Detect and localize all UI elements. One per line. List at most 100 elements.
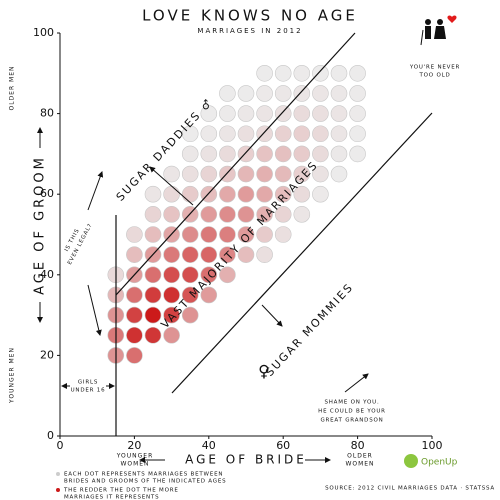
arrow [87, 284, 102, 336]
dot [256, 125, 273, 143]
dot [293, 145, 311, 163]
older-men: OLDER MEN [9, 65, 16, 110]
dot [312, 65, 329, 82]
shame-note: HE COULD BE YOUR [318, 409, 386, 415]
arrow [149, 166, 194, 206]
dot [349, 145, 366, 163]
dot [144, 226, 162, 243]
dot [293, 185, 311, 203]
older-women: OLDER [347, 453, 373, 460]
dot [312, 105, 329, 122]
dot [330, 125, 348, 143]
dot [219, 246, 236, 263]
logo: OpenUp [421, 458, 458, 468]
dot [256, 226, 273, 243]
dot [219, 85, 236, 102]
y-tick-label: 80 [40, 107, 54, 120]
majority: VAST MAJORITY OF MARRIAGES [158, 158, 320, 331]
dot [312, 185, 329, 203]
y-tick-label: 0 [47, 429, 54, 442]
y-tick-label: 40 [40, 268, 54, 281]
older-women: WOMEN [345, 461, 374, 468]
shame-note: GREAT GRANDSON [320, 418, 383, 424]
dot [274, 185, 292, 203]
dot [274, 226, 292, 243]
dot [330, 105, 348, 122]
dot [312, 145, 329, 163]
y-axis-label: AGE OF GROOM [33, 155, 48, 295]
dot [219, 105, 236, 122]
dot [200, 105, 218, 122]
dot [293, 105, 311, 122]
x-tick-label: 100 [422, 439, 443, 452]
shame-note: SHAME ON YOU. [324, 400, 379, 406]
dot [330, 85, 348, 102]
dot [219, 206, 236, 223]
dot [256, 65, 273, 82]
female-symbol: ♀ [258, 362, 270, 381]
dot [181, 286, 199, 304]
dot [256, 145, 273, 163]
dot [274, 125, 292, 143]
dot [219, 125, 236, 143]
dot [200, 206, 218, 223]
dot [144, 206, 162, 223]
dot [163, 286, 180, 304]
dot [237, 125, 255, 143]
legend-dot [56, 472, 60, 476]
dot [200, 125, 218, 143]
sugar-daddies: SUGAR DADDIES ♂ [114, 96, 216, 204]
dot [256, 165, 273, 183]
dot [330, 145, 348, 163]
dot [274, 105, 292, 122]
dot [256, 185, 273, 203]
dot [312, 85, 329, 102]
dot [293, 65, 311, 82]
dot [237, 206, 255, 223]
x-tick-label: 80 [351, 439, 365, 452]
dot [200, 286, 218, 304]
dot [237, 165, 255, 183]
dot [237, 145, 255, 163]
dot [349, 105, 366, 122]
legend-note: BRIDES AND GROOMS OF THE INDICATED AGES [64, 479, 226, 485]
younger-women: WOMEN [120, 461, 149, 468]
dot [330, 65, 348, 82]
dot [181, 246, 199, 263]
dot [274, 145, 292, 163]
dot [200, 226, 218, 243]
dot [163, 165, 180, 183]
legend-dot [56, 488, 60, 492]
x-tick-label: 20 [127, 439, 141, 452]
dot [163, 306, 180, 324]
dot [219, 145, 236, 163]
dot [181, 266, 199, 284]
dot [237, 185, 255, 203]
dot [181, 185, 199, 203]
dot [274, 65, 292, 82]
dot [181, 145, 199, 163]
dot [293, 85, 311, 102]
dot [126, 246, 143, 263]
lower-guide [171, 112, 433, 394]
dot [237, 226, 255, 243]
dot [200, 165, 218, 183]
younger-men: YOUNGER MEN [9, 347, 16, 404]
couple-icon [420, 15, 457, 46]
dot [163, 326, 180, 344]
dot [163, 185, 180, 203]
dot [126, 306, 143, 324]
x-tick-label: 0 [57, 439, 64, 452]
dot [349, 125, 366, 143]
dot [237, 85, 255, 102]
x-axis-label: AGE OF BRIDE [185, 453, 307, 467]
dot [200, 246, 218, 263]
dot [200, 145, 218, 163]
dot [144, 306, 162, 324]
dot [126, 226, 143, 243]
x-tick-label: 60 [276, 439, 290, 452]
legend-note: THE REDDER THE DOT THE MORE [63, 488, 179, 494]
dot [219, 266, 236, 284]
dot [237, 246, 255, 263]
dot [144, 185, 162, 203]
